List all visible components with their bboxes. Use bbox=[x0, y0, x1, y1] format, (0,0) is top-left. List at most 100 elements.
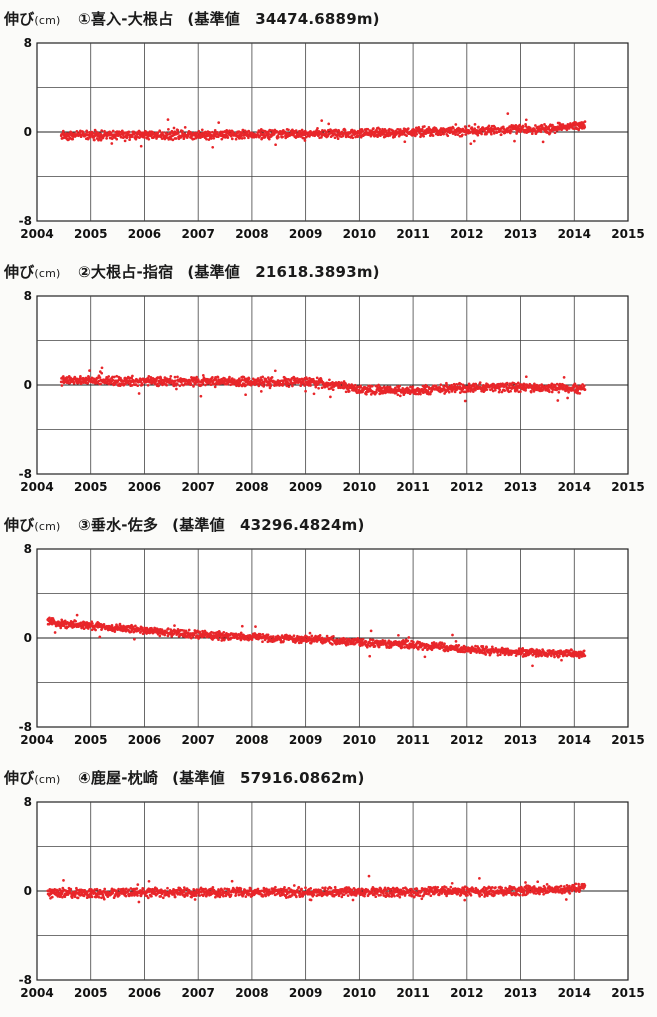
data-point bbox=[498, 391, 501, 394]
data-point bbox=[71, 138, 74, 141]
x-tick-label: 2006 bbox=[128, 733, 161, 747]
data-point bbox=[223, 638, 226, 641]
data-point bbox=[251, 638, 254, 641]
data-point bbox=[205, 138, 208, 141]
data-point bbox=[423, 125, 426, 128]
data-point bbox=[525, 375, 528, 378]
data-point bbox=[409, 386, 412, 389]
data-point bbox=[329, 396, 332, 399]
data-point bbox=[100, 372, 103, 375]
data-point bbox=[158, 129, 161, 132]
data-point bbox=[584, 654, 587, 657]
x-tick-label: 2015 bbox=[611, 227, 644, 241]
x-tick-label: 2004 bbox=[20, 480, 53, 494]
data-point bbox=[277, 136, 280, 139]
data-point bbox=[275, 130, 278, 133]
data-point bbox=[231, 138, 234, 141]
data-point bbox=[217, 376, 220, 379]
data-point bbox=[446, 134, 449, 137]
data-point bbox=[201, 128, 204, 131]
x-tick-label: 2009 bbox=[289, 227, 322, 241]
data-point bbox=[551, 391, 554, 394]
y-tick-label: 0 bbox=[24, 631, 32, 645]
data-point bbox=[497, 654, 500, 657]
data-point bbox=[448, 391, 451, 394]
data-point bbox=[271, 376, 274, 379]
x-tick-label: 2013 bbox=[504, 227, 537, 241]
data-point bbox=[176, 382, 179, 385]
data-point bbox=[88, 369, 91, 372]
data-point bbox=[96, 888, 99, 891]
data-point bbox=[542, 141, 545, 144]
x-tick-label: 2004 bbox=[20, 733, 53, 747]
data-point bbox=[268, 138, 271, 141]
data-point bbox=[51, 896, 54, 899]
data-point bbox=[345, 390, 348, 393]
data-point bbox=[454, 133, 457, 136]
data-point bbox=[76, 130, 79, 133]
data-point bbox=[148, 880, 151, 883]
data-point bbox=[317, 387, 320, 390]
data-point bbox=[147, 384, 150, 387]
data-point bbox=[484, 653, 487, 656]
data-point bbox=[406, 639, 409, 642]
data-point bbox=[455, 640, 458, 643]
data-point bbox=[212, 137, 215, 140]
y-tick-label: 8 bbox=[24, 795, 32, 809]
data-point bbox=[295, 129, 298, 132]
data-point bbox=[173, 624, 176, 627]
data-point bbox=[348, 390, 351, 393]
data-point bbox=[397, 634, 400, 637]
data-point bbox=[176, 376, 179, 379]
data-point bbox=[421, 128, 424, 131]
data-point bbox=[560, 659, 563, 662]
data-point bbox=[136, 384, 139, 387]
x-tick-label: 2004 bbox=[20, 227, 53, 241]
data-point bbox=[344, 129, 347, 132]
data-point bbox=[142, 887, 145, 890]
data-point bbox=[419, 393, 422, 396]
x-tick-label: 2013 bbox=[504, 480, 537, 494]
data-point bbox=[522, 125, 525, 128]
data-point bbox=[61, 384, 64, 387]
data-point bbox=[399, 395, 402, 398]
data-point bbox=[362, 130, 365, 133]
data-point bbox=[554, 131, 557, 134]
data-point bbox=[140, 145, 143, 148]
data-point bbox=[452, 127, 455, 130]
x-tick-label: 2014 bbox=[558, 227, 591, 241]
data-point bbox=[503, 389, 506, 392]
data-point bbox=[371, 385, 374, 388]
chart-plot-1: 80-8200420052006200720082009201020112012… bbox=[0, 26, 657, 256]
x-tick-label: 2008 bbox=[235, 480, 268, 494]
data-point bbox=[133, 638, 136, 641]
data-point bbox=[74, 620, 77, 623]
data-point bbox=[583, 649, 586, 652]
data-point bbox=[578, 656, 581, 659]
data-point bbox=[375, 391, 378, 394]
data-point bbox=[136, 894, 139, 897]
data-point bbox=[506, 112, 509, 115]
data-point bbox=[461, 134, 464, 137]
data-point bbox=[499, 653, 502, 656]
data-point bbox=[479, 381, 482, 384]
data-point bbox=[401, 646, 404, 649]
data-point bbox=[267, 634, 270, 637]
data-point bbox=[464, 391, 467, 394]
data-point bbox=[261, 640, 264, 643]
data-point bbox=[488, 125, 491, 128]
data-point bbox=[113, 376, 116, 379]
data-point bbox=[197, 637, 200, 640]
x-tick-label: 2010 bbox=[343, 227, 376, 241]
data-point bbox=[320, 119, 323, 122]
x-tick-label: 2014 bbox=[558, 733, 591, 747]
data-point bbox=[450, 384, 453, 387]
data-point bbox=[530, 391, 533, 394]
data-point bbox=[91, 622, 94, 625]
y-tick-label: -8 bbox=[19, 973, 32, 987]
data-point bbox=[485, 646, 488, 649]
data-point bbox=[217, 638, 220, 641]
data-point bbox=[62, 879, 65, 882]
data-point bbox=[125, 887, 128, 890]
data-point bbox=[274, 143, 277, 146]
